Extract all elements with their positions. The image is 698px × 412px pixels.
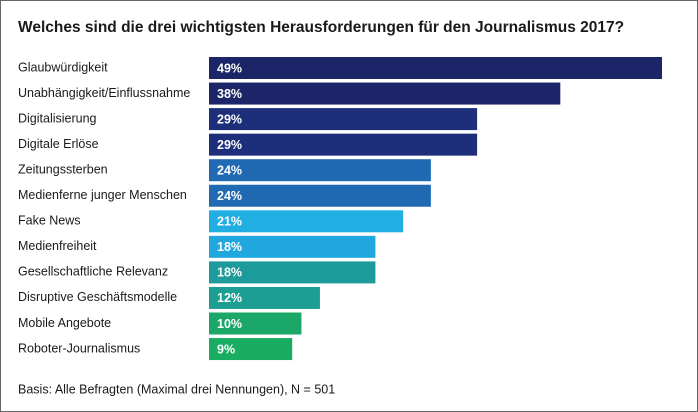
category-label: Roboter-Journalismus	[18, 341, 140, 355]
bar	[209, 235, 376, 258]
category-label: Gesellschaftliche Relevanz	[18, 265, 168, 279]
value-label: 12%	[217, 291, 242, 305]
bar	[209, 184, 431, 207]
note: Basis: Alle Befragten (Maximal drei Nenn…	[18, 382, 335, 396]
category-label: Unabhängigkeit/Einflussnahme	[18, 86, 190, 100]
category-label: Mobile Angebote	[18, 316, 111, 330]
bar	[209, 312, 302, 335]
bar	[209, 338, 293, 361]
value-label: 49%	[217, 61, 242, 75]
value-label: 18%	[217, 240, 242, 254]
category-label: Disruptive Geschäftsmodelle	[18, 290, 177, 304]
value-label: 29%	[217, 112, 242, 126]
value-label: 9%	[217, 342, 235, 356]
category-label: Digitalisierung	[18, 111, 97, 125]
bar	[209, 108, 478, 131]
value-label: 10%	[217, 317, 242, 331]
bar	[209, 159, 431, 182]
category-label: Medienferne junger Menschen	[18, 188, 187, 202]
category-label: Fake News	[18, 214, 81, 228]
chart-title: Welches sind die drei wichtigsten Heraus…	[18, 19, 624, 36]
value-label: 29%	[217, 138, 242, 152]
category-label: Medienfreiheit	[18, 239, 97, 253]
bar	[209, 286, 320, 309]
bar	[209, 133, 478, 156]
value-label: 38%	[217, 87, 242, 101]
value-label: 21%	[217, 215, 242, 229]
bar	[209, 82, 561, 105]
value-label: 18%	[217, 266, 242, 280]
bar	[209, 210, 404, 233]
bar	[209, 57, 662, 79]
category-label: Glaubwürdigkeit	[18, 60, 108, 74]
bar	[209, 261, 376, 284]
category-label: Zeitungssterben	[18, 162, 108, 176]
category-label: Digitale Erlöse	[18, 137, 99, 151]
value-label: 24%	[217, 189, 242, 203]
value-label: 24%	[217, 163, 242, 177]
